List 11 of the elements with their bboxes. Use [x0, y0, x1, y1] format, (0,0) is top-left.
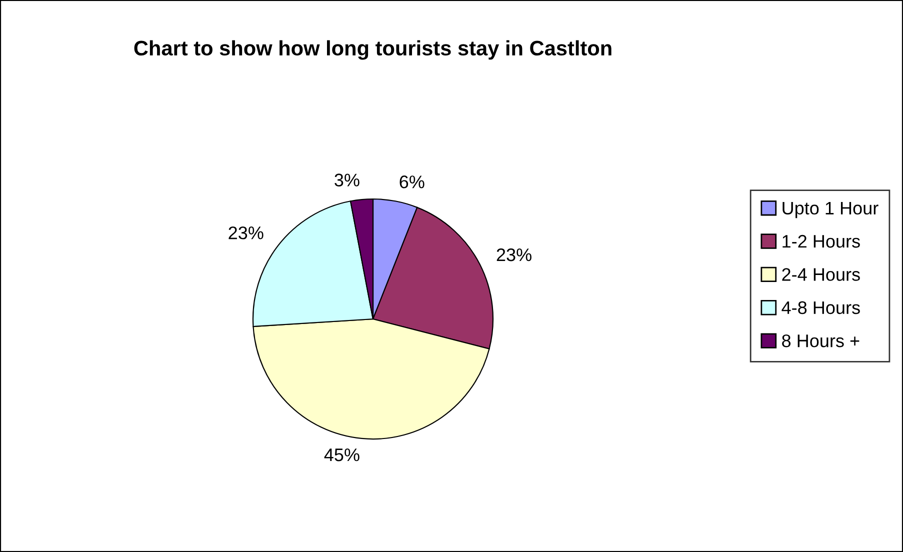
legend-label: Upto 1 Hour — [782, 202, 878, 218]
data-label: 6% — [400, 176, 424, 188]
data-label: 3% — [334, 174, 360, 186]
data-label: 45% — [324, 448, 360, 462]
legend-label: 8 Hours + — [782, 334, 860, 348]
data-label: 23% — [228, 226, 264, 240]
chart-title: Chart to show how long tourists stay in Castlton — [134, 40, 612, 60]
legend-label: 4-8 Hours — [782, 301, 860, 314]
data-label: 23% — [496, 248, 532, 262]
legend-label: 1-2 Hours — [782, 234, 860, 248]
legend-label: 2-4 Hours — [782, 268, 860, 281]
